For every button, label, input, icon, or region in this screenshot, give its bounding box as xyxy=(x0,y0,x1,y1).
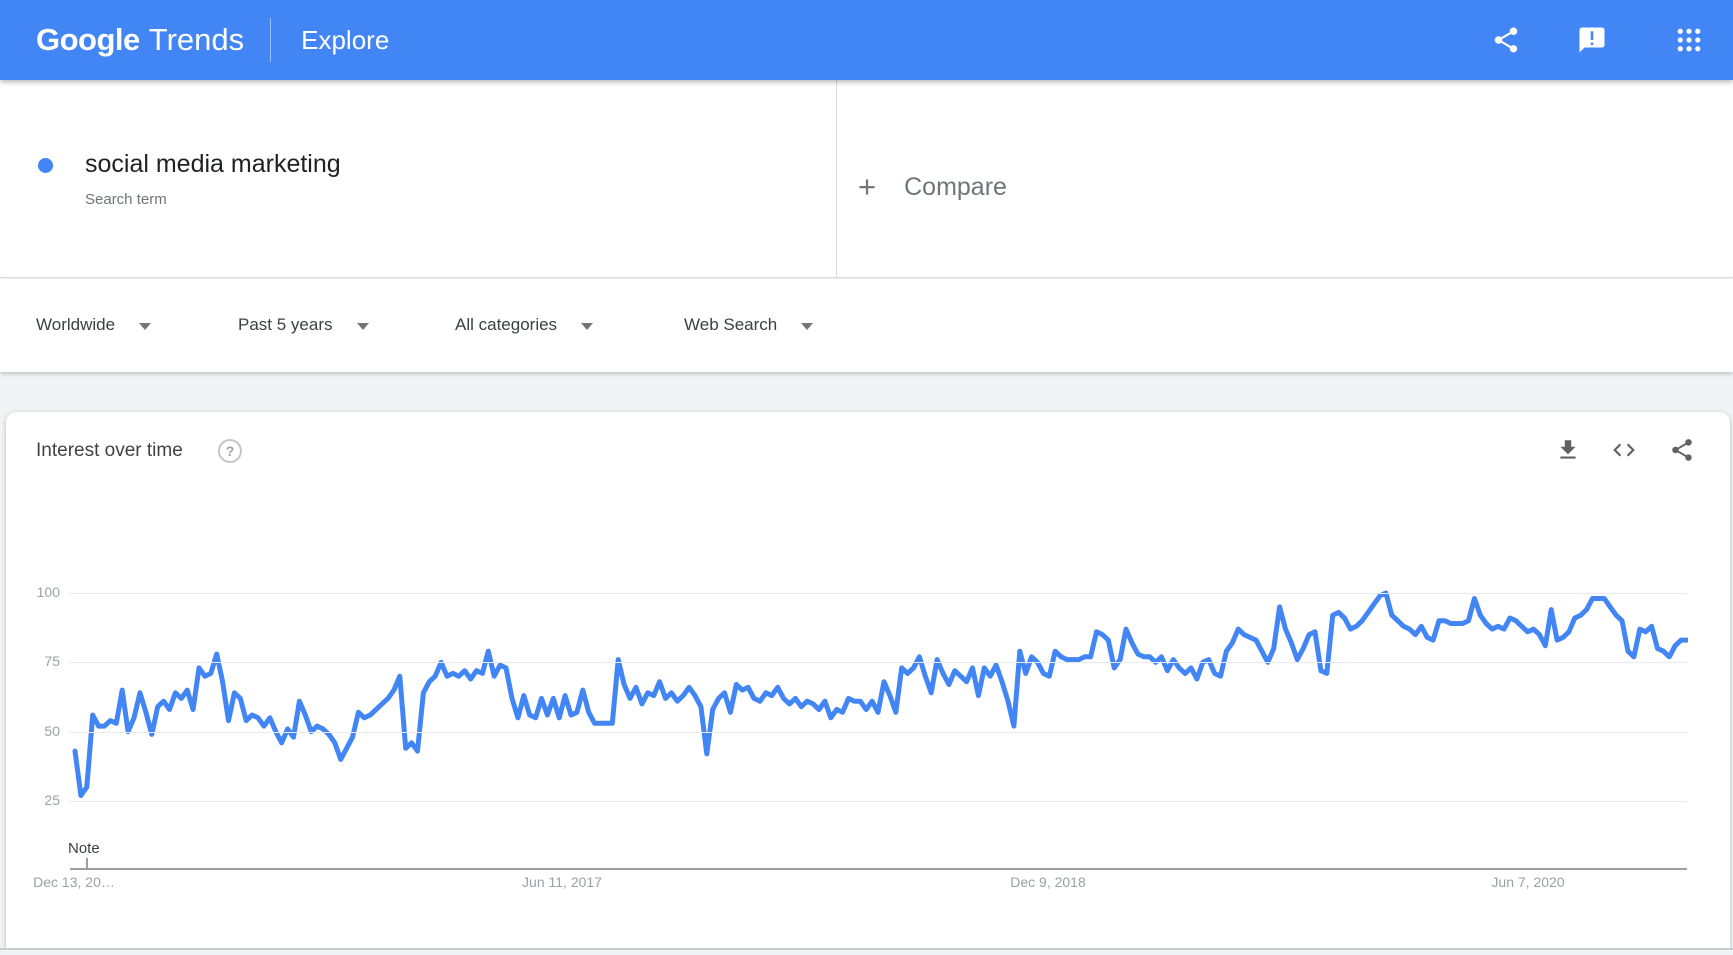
app-header: Google Trends Explore xyxy=(0,0,1733,80)
time-range-dropdown[interactable]: Past 5 years xyxy=(238,315,369,335)
x-axis-tick-label: Jun 11, 2017 xyxy=(522,874,602,890)
chevron-down-icon xyxy=(139,323,152,330)
series-color-dot xyxy=(38,158,53,173)
header-divider xyxy=(270,18,272,62)
apps-grid-icon[interactable] xyxy=(1674,25,1704,55)
trend-line xyxy=(72,590,1688,798)
x-axis-line xyxy=(70,868,1687,870)
x-axis-tick-label: Dec 9, 2018 xyxy=(1010,874,1086,890)
share-icon[interactable] xyxy=(1669,437,1695,463)
interest-over-time-card: Interest over time ? Note 100 75 50 25 Dec 1… xyxy=(6,412,1730,948)
gridline xyxy=(70,662,1687,664)
chevron-down-icon xyxy=(581,323,594,330)
category-dropdown[interactable]: All categories xyxy=(455,315,594,335)
page-bottom-strip xyxy=(0,948,1733,955)
search-term-title: social media marketing xyxy=(85,150,341,178)
share-icon[interactable] xyxy=(1491,25,1521,55)
y-axis-tick-label: 25 xyxy=(44,791,60,808)
region-dropdown-label: Worldwide xyxy=(36,315,116,334)
chevron-down-icon xyxy=(356,323,369,330)
search-term-type: Search term xyxy=(85,191,167,208)
chevron-down-icon xyxy=(801,323,814,330)
feedback-icon[interactable] xyxy=(1577,25,1607,55)
axis-tick xyxy=(86,858,88,868)
note-link[interactable]: Note xyxy=(68,840,100,857)
y-axis-tick-label: 75 xyxy=(44,653,60,670)
card-divider xyxy=(836,80,837,278)
y-axis-tick-label: 50 xyxy=(44,722,60,739)
logo-google-text: Google xyxy=(36,22,140,57)
x-axis-tick-label: Jun 7, 2020 xyxy=(1491,874,1565,890)
search-type-dropdown[interactable]: Web Search xyxy=(684,315,814,335)
section-gap xyxy=(0,373,1733,412)
download-icon[interactable] xyxy=(1555,437,1581,463)
compare-label: Compare xyxy=(904,172,1007,201)
gridline xyxy=(70,800,1687,802)
category-dropdown-label: All categories xyxy=(455,315,558,334)
search-term-card[interactable]: social media marketing Search term xyxy=(38,146,341,208)
gridline xyxy=(70,731,1687,733)
search-type-dropdown-label: Web Search xyxy=(684,315,778,334)
chart-title: Interest over time xyxy=(36,440,183,461)
plus-icon: + xyxy=(858,169,877,204)
help-icon[interactable]: ? xyxy=(218,439,242,463)
page-title: Explore xyxy=(301,24,390,55)
trend-line-chart[interactable] xyxy=(68,465,1688,875)
time-range-dropdown-label: Past 5 years xyxy=(238,315,333,334)
x-axis-tick-label: Dec 13, 20… xyxy=(33,874,115,890)
embed-code-icon[interactable] xyxy=(1611,437,1637,463)
add-comparison-button[interactable]: + Compare xyxy=(858,169,1007,204)
gridline xyxy=(70,593,1687,594)
region-dropdown[interactable]: Worldwide xyxy=(36,315,152,335)
filters-bar: Worldwide Past 5 years All categories We… xyxy=(0,279,1733,372)
search-terms-row: social media marketing Search term + Com… xyxy=(0,80,1733,278)
y-axis-tick-label: 100 xyxy=(36,584,60,600)
google-trends-logo[interactable]: Google Trends xyxy=(36,22,244,58)
logo-trends-text: Trends xyxy=(148,22,245,57)
